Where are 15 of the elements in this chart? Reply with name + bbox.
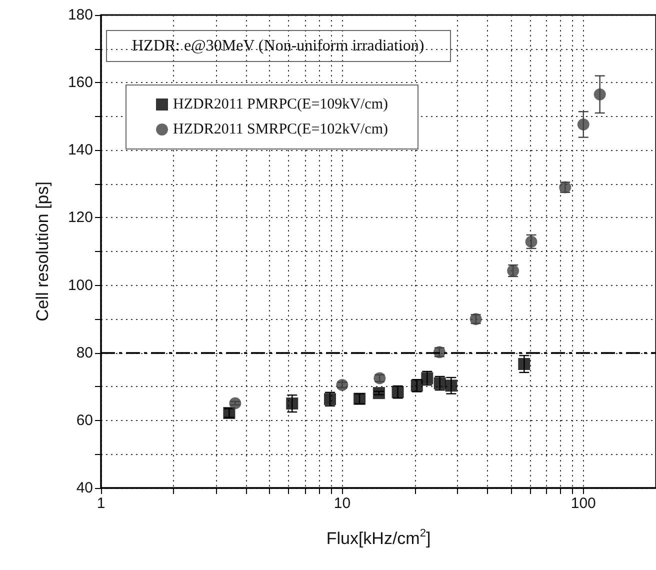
y-tick-label: 40 [76,480,93,496]
y-tick-label: 60 [76,412,93,429]
y-tick-label: 180 [68,6,93,24]
annotation: HZDR: e@30MeV (Non-uniform irradiation) [132,38,424,54]
y-tick-label: 100 [68,276,93,294]
legend-label: HZDR2011 PMRPC(E=109kV/cm) [173,96,388,112]
y-axis-title: Cell resolution [ps] [33,182,52,322]
x-tick-label: 100 [570,495,596,512]
y-tick-label: 160 [68,74,93,92]
x-tick-label: 1 [96,495,106,512]
y-tick-label: 120 [68,209,93,226]
x-tick-label: 10 [334,495,351,512]
y-tick-label: 140 [68,142,93,159]
y-tick-label: 80 [76,344,93,362]
legend-label: HZDR2011 SMRPC(E=102kV/cm) [173,122,388,138]
